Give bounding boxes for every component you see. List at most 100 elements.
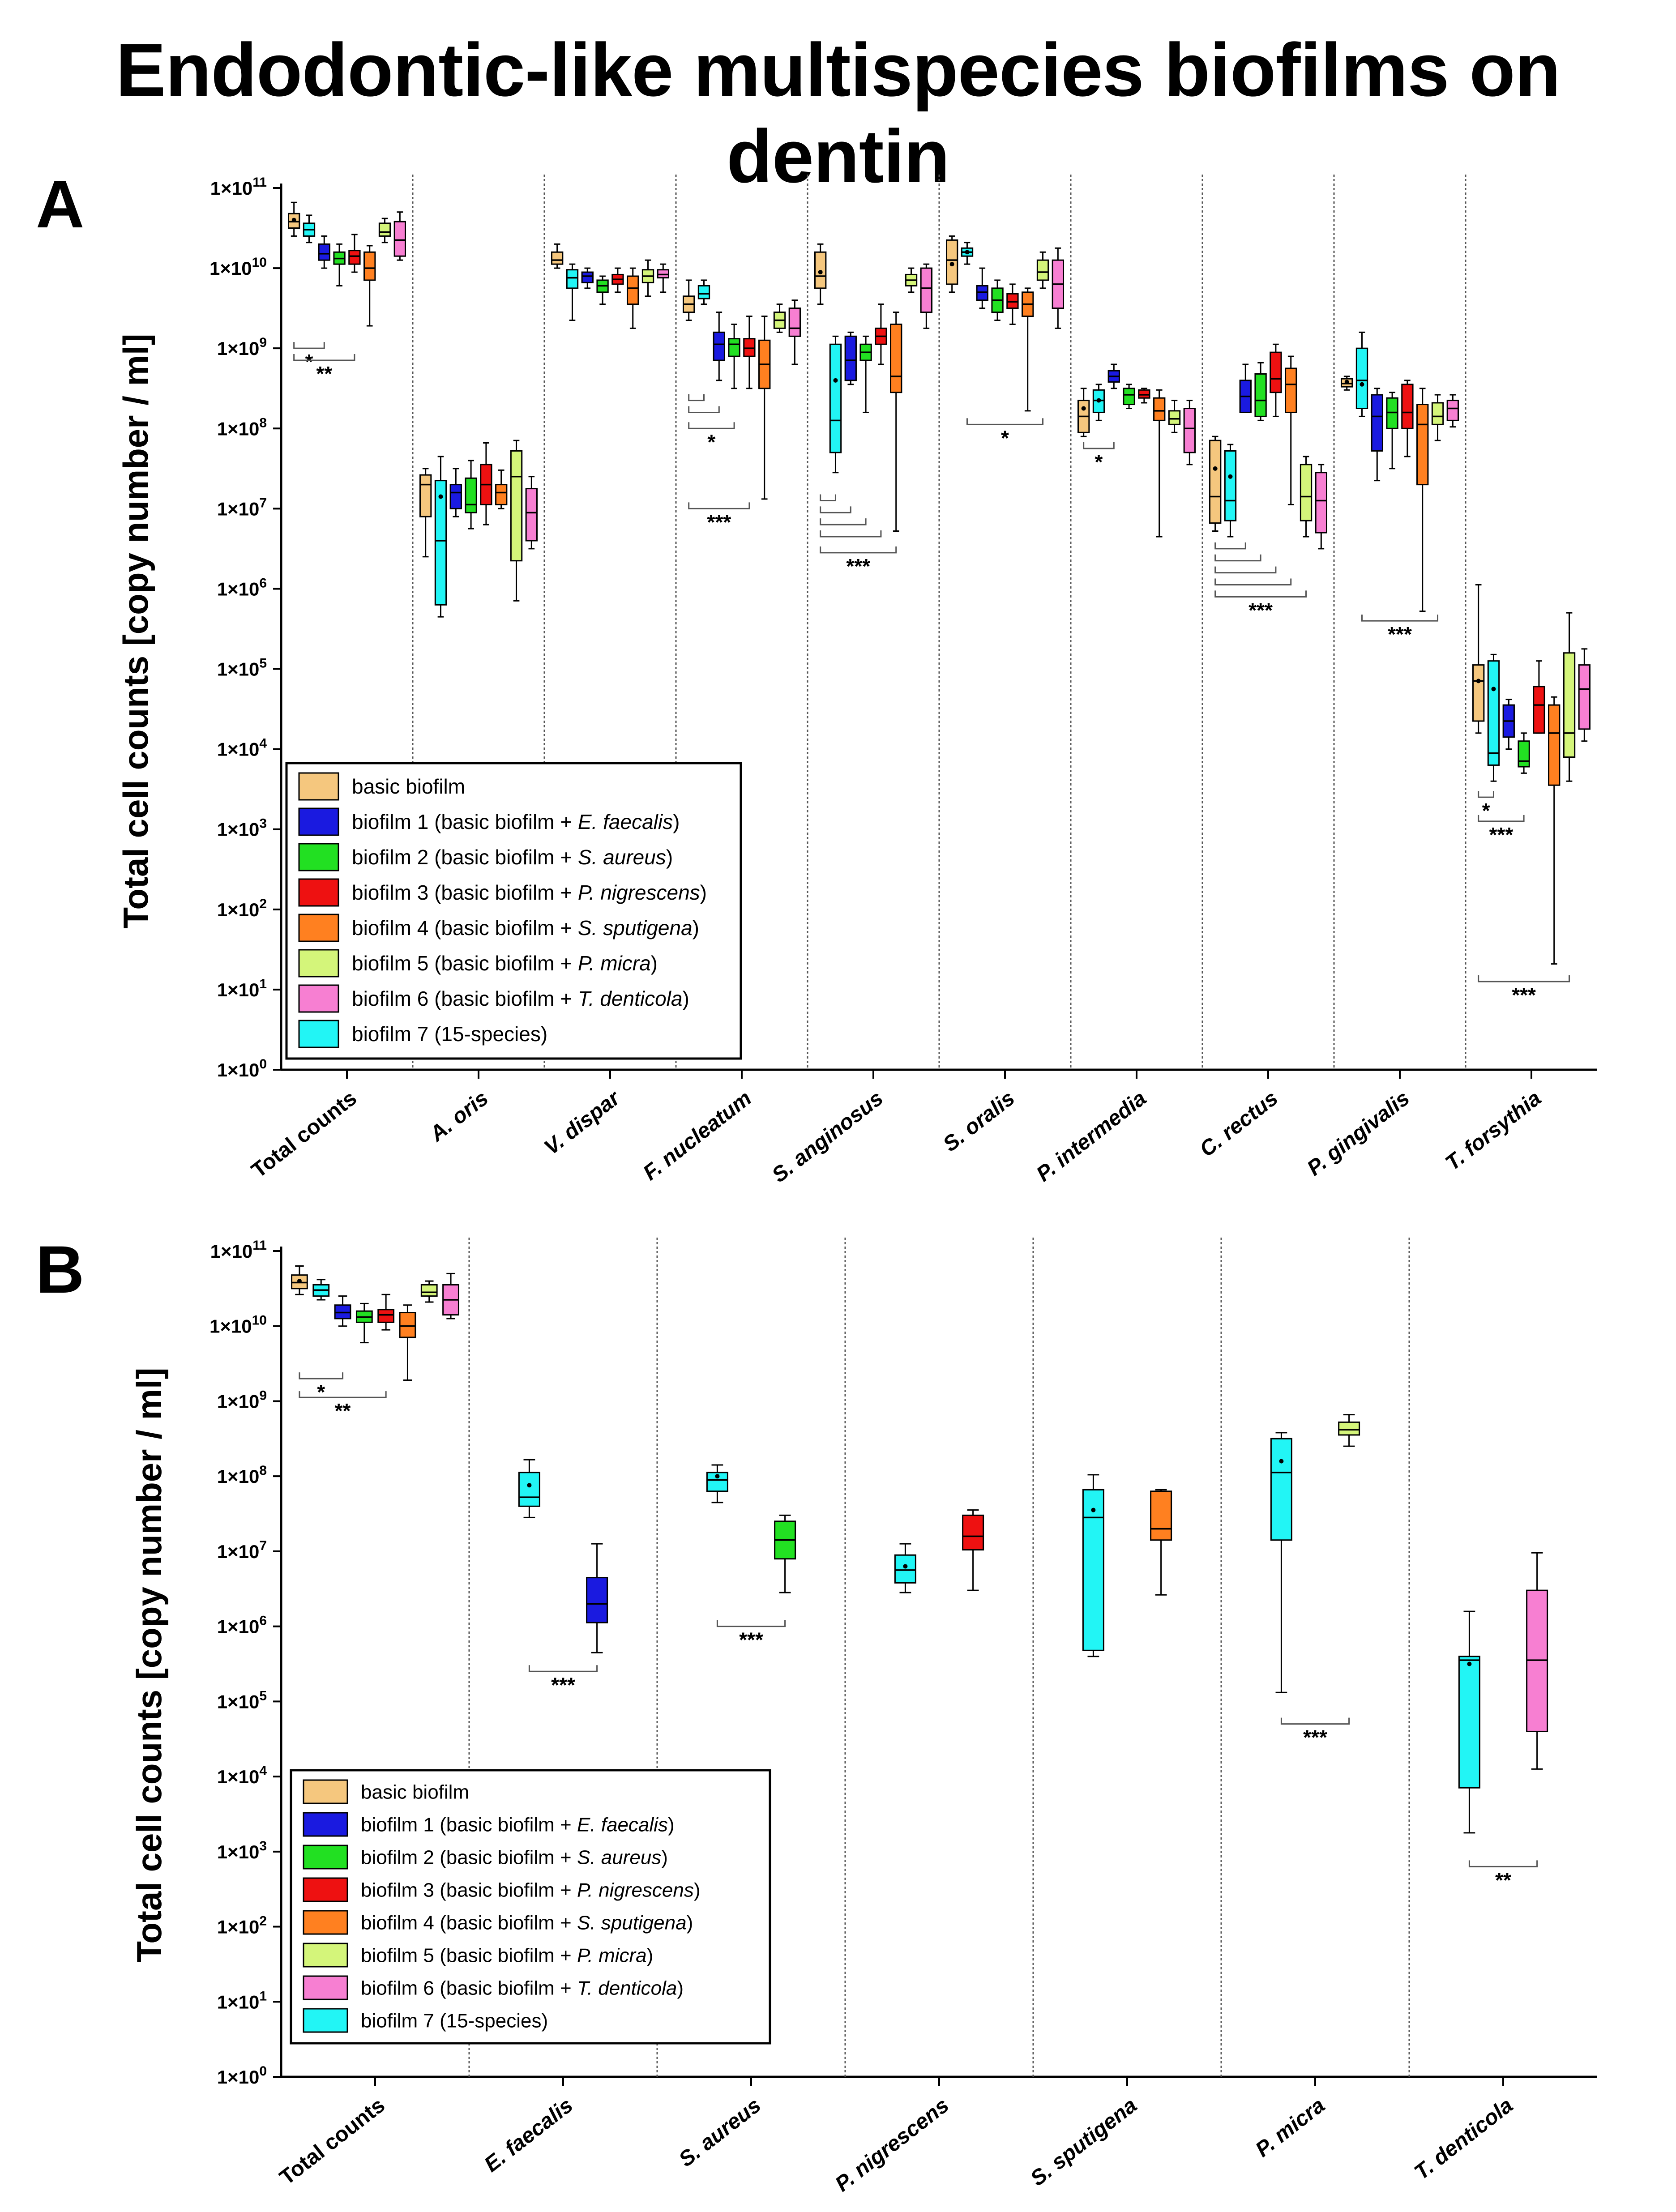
panel-a-box-total-counts-biofilm-7 bbox=[303, 214, 316, 243]
significance-bracket bbox=[528, 1665, 598, 1672]
significance-bracket bbox=[1214, 578, 1292, 585]
panel-b-y-tick-label: 1×100 bbox=[217, 2064, 267, 2088]
panel-a-box-p-intermedia-biofilm-0 bbox=[1077, 388, 1090, 437]
panel-a-chart: 1×1011 1×1010 1×109 1×108 1×107 1×106 1×105 1×1… bbox=[116, 175, 1597, 1187]
iqr-box bbox=[348, 250, 361, 265]
mean-marker bbox=[1360, 382, 1364, 387]
significance-stars: *** bbox=[739, 1628, 763, 1652]
significance-bracket bbox=[688, 502, 750, 509]
panel-a-significance-s-oralis: * bbox=[966, 418, 1044, 449]
panel-a-category-label-s-oralis: S. oralis bbox=[939, 1086, 1019, 1157]
legend-swatch bbox=[298, 772, 339, 801]
panel-a-significance-c-rectus bbox=[1214, 566, 1277, 574]
panel-a-box-p-intermedia-biofilm-6 bbox=[1183, 400, 1196, 465]
mean-marker bbox=[438, 494, 443, 499]
significance-stars: ** bbox=[335, 1399, 351, 1422]
iqr-box bbox=[581, 271, 594, 283]
panel-a-box-a-oris-biofilm-5 bbox=[510, 440, 523, 602]
iqr-box bbox=[1416, 404, 1429, 486]
panel-b-label: B bbox=[36, 1232, 85, 1307]
panel-b-y-tick-label: 1×101 bbox=[217, 1989, 267, 2012]
legend-item-0: basic biofilm bbox=[298, 772, 465, 801]
panel-a-box-c-rectus-biofilm-1 bbox=[1239, 363, 1252, 413]
legend-label: biofilm 3 (basic biofilm + P. nigrescens… bbox=[361, 1879, 701, 1901]
significance-stars: * bbox=[1095, 450, 1103, 474]
significance-stars: *** bbox=[1303, 1726, 1327, 1749]
legend-label: biofilm 1 (basic biofilm + E. faecalis) bbox=[361, 1814, 675, 1836]
significance-stars: *** bbox=[846, 555, 870, 578]
panel-a-box-total-counts-biofilm-5 bbox=[378, 218, 391, 243]
panel-a-box-c-rectus-biofilm-6 bbox=[1315, 464, 1328, 550]
mean-marker bbox=[1081, 406, 1086, 411]
iqr-box bbox=[1386, 397, 1398, 429]
legend-item-3: biofilm 3 (basic biofilm + P. nigrescens… bbox=[303, 1877, 701, 1902]
significance-bracket bbox=[1214, 566, 1277, 574]
significance-stars: * bbox=[707, 430, 715, 453]
panel-a-box-a-oris-biofilm-3 bbox=[480, 442, 492, 525]
panel-b-box-total-counts-biofilm-7 bbox=[312, 1279, 330, 1301]
panel-a-box-p-intermedia-biofilm-1 bbox=[1107, 363, 1120, 389]
panel-a-box-s-oralis-biofilm-3 bbox=[1006, 283, 1019, 325]
iqr-box bbox=[697, 285, 710, 299]
iqr-box bbox=[1401, 384, 1414, 429]
legend-swatch bbox=[298, 949, 339, 978]
panel-a-significance-c-rectus bbox=[1214, 542, 1246, 550]
panel-a-box-v-dispar-biofilm-5 bbox=[641, 259, 654, 297]
panel-b-y-tick-label: 1×104 bbox=[217, 1764, 267, 1787]
panel-a-box-t-forsythia-biofilm-2 bbox=[1518, 732, 1530, 774]
panel-a-box-a-oris-biofilm-6 bbox=[525, 476, 538, 550]
panel-a-box-a-oris-biofilm-2 bbox=[465, 460, 477, 530]
legend-label: biofilm 2 (basic biofilm + S. aureus) bbox=[361, 1846, 668, 1868]
panel-a-box-total-counts-biofilm-0 bbox=[287, 201, 300, 237]
panel-a-box-total-counts-biofilm-1 bbox=[318, 235, 330, 269]
panel-a-box-a-oris-biofilm-0 bbox=[419, 468, 432, 558]
panel-a-significance-total-counts: * bbox=[293, 342, 325, 373]
iqr-box bbox=[1315, 472, 1328, 534]
panel-b-category-label-e-faecalis: E. faecalis bbox=[480, 2093, 577, 2177]
legend-swatch bbox=[303, 1943, 348, 1968]
iqr-box bbox=[1150, 1490, 1172, 1541]
significance-stars: *** bbox=[1489, 823, 1514, 846]
panel-a-y-tick-label: 1×101 bbox=[217, 977, 267, 1000]
significance-stars: *** bbox=[1512, 983, 1536, 1007]
panel-a-y-tick-label: 1×106 bbox=[217, 576, 267, 599]
panel-a-y-tick-label: 1×104 bbox=[217, 736, 267, 760]
iqr-box bbox=[1300, 464, 1313, 521]
legend-label: biofilm 7 (15-species) bbox=[361, 2010, 548, 2032]
panel-a-significance-t-forsythia: *** bbox=[1478, 815, 1525, 846]
mean-marker bbox=[715, 1474, 720, 1479]
panel-b-category-label-p-micra: P. micra bbox=[1251, 2093, 1330, 2162]
panel-a-significance-f-nucleatum bbox=[688, 406, 720, 413]
legend-item-4: biofilm 4 (basic biofilm + S. sputigena) bbox=[298, 914, 699, 942]
mean-marker bbox=[1476, 679, 1481, 683]
significance-bracket bbox=[299, 1391, 387, 1398]
significance-bracket bbox=[1478, 815, 1525, 822]
panel-a-box-total-counts-biofilm-2 bbox=[333, 243, 346, 286]
legend-swatch bbox=[303, 2008, 348, 2033]
panel-a-box-c-rectus-biofilm-5 bbox=[1300, 456, 1313, 538]
significance-bracket bbox=[1083, 442, 1115, 449]
iqr-box bbox=[586, 1577, 608, 1623]
legend-item-6: biofilm 6 (basic biofilm + T. denticola) bbox=[298, 984, 689, 1013]
panel-a-box-f-nucleatum-biofilm-7 bbox=[697, 279, 710, 305]
panel-b-category-label-s-sputigena: S. sputigena bbox=[1026, 2093, 1142, 2191]
legend-swatch bbox=[298, 914, 339, 942]
legend-item-5: biofilm 5 (basic biofilm + P. micra) bbox=[303, 1943, 653, 1968]
significance-stars: *** bbox=[1248, 598, 1273, 622]
panel-a-significance-t-forsythia: * bbox=[1478, 791, 1494, 822]
panel-b-box-p-nigrescens-biofilm-3 bbox=[962, 1509, 984, 1591]
mean-marker bbox=[1467, 1661, 1472, 1666]
iqr-box bbox=[1224, 450, 1237, 521]
legend-swatch bbox=[303, 1910, 348, 1935]
iqr-box bbox=[1578, 664, 1591, 730]
significance-bracket bbox=[820, 506, 851, 513]
panel-b-y-tick-label: 1×107 bbox=[217, 1538, 267, 1562]
panel-a-y-tick-label: 1×105 bbox=[217, 656, 267, 680]
panel-a-category-label-a-oris: A. oris bbox=[425, 1086, 493, 1146]
iqr-box bbox=[1446, 400, 1459, 421]
panel-a-y-tick-label: 1×108 bbox=[217, 415, 267, 439]
iqr-box bbox=[420, 1284, 438, 1297]
legend-swatch bbox=[303, 1975, 348, 2000]
significance-bracket bbox=[688, 422, 735, 429]
